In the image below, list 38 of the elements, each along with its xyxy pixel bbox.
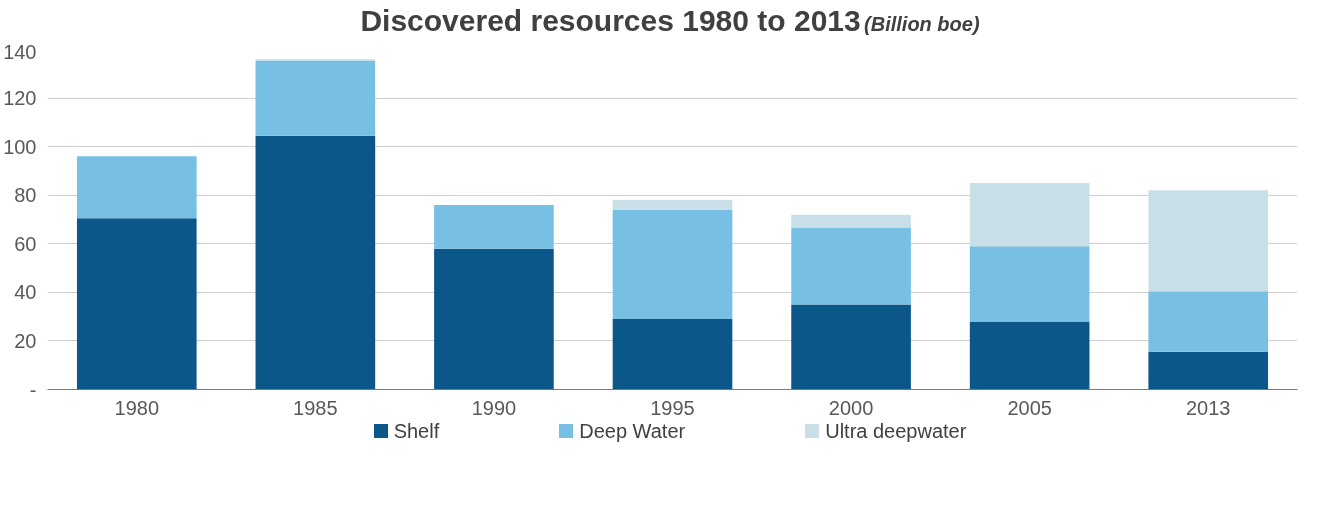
bar [791, 214, 911, 228]
bar [255, 60, 376, 136]
x-tick-label: 2000 [828, 396, 874, 419]
bar [612, 209, 733, 320]
legend-label: Deep Water [578, 419, 686, 444]
y-tick-label: 40 [14, 281, 37, 304]
legend-label: Shelf [392, 419, 440, 444]
legend-label: Ultra deepwater [824, 419, 967, 444]
chart-title: Discovered resources 1980 to 2013 [360, 4, 861, 37]
bar [969, 183, 1090, 247]
x-tick-label: 1995 [650, 396, 695, 419]
bar [791, 304, 911, 390]
y-tick-label: 140 [3, 40, 37, 63]
bar [1148, 190, 1269, 292]
y-tick-label: 120 [3, 87, 37, 110]
x-tick-label: 2013 [1185, 396, 1231, 419]
y-tick-label: 60 [14, 232, 37, 255]
bar [1148, 351, 1269, 390]
bar [76, 156, 197, 219]
x-tick-label: 1990 [471, 396, 517, 419]
x-tick-label: 1985 [293, 396, 338, 419]
bar [1148, 291, 1269, 352]
bar [255, 135, 376, 390]
bar [76, 218, 197, 390]
bar [434, 204, 554, 249]
bar [612, 319, 733, 390]
bar [612, 200, 733, 210]
x-tick-label: 1980 [114, 396, 160, 419]
y-tick-label: 20 [14, 329, 37, 352]
y-tick-label: 80 [14, 184, 37, 207]
bar [969, 321, 1090, 390]
bar [434, 248, 554, 390]
chart-subtitle: (Billion boe) [864, 13, 980, 35]
y-tick-label: 100 [3, 135, 37, 158]
bar [791, 228, 911, 305]
y-tick-label: - [29, 378, 37, 401]
x-tick-label: 2005 [1007, 396, 1052, 419]
bar [969, 246, 1090, 322]
